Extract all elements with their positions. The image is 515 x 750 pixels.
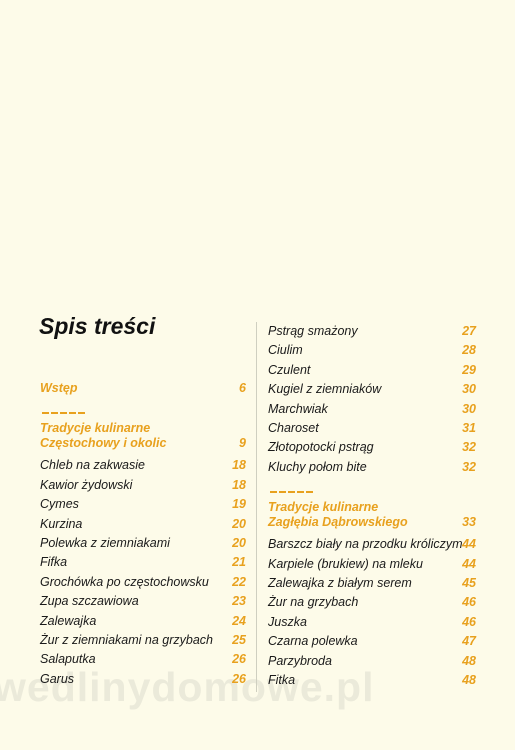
page-number: 29 (462, 362, 476, 377)
entry-title: Ciulim (268, 343, 303, 358)
entry-title: Pstrąg smażony (268, 324, 358, 338)
section-heading: Tradycje kulinarne (268, 500, 379, 515)
divider-dash (270, 491, 277, 494)
page-number: 44 (462, 556, 476, 571)
page-number: 20 (232, 516, 246, 531)
watermark: wedlinydomowe.pl (0, 664, 375, 710)
page-number: 26 (232, 652, 246, 667)
entry-title: Karpiele (brukiew) na mleku (268, 556, 423, 571)
entry-title: Czulent (268, 362, 311, 377)
section-heading: Tradycje kulinarne (40, 421, 151, 436)
section-heading: Częstochowy i okolic (40, 436, 167, 451)
entry-title: Czarna polewka (268, 634, 358, 649)
page-number: 47 (462, 634, 476, 649)
page-number: 24 (232, 613, 246, 628)
entry-title: Chleb na zakwasie (40, 458, 145, 473)
toc-title: Spis treści (39, 313, 156, 339)
divider-dash (51, 412, 58, 415)
entry-title: Garus (40, 671, 75, 686)
entry-title: Zalewajka z białym serem (268, 576, 412, 590)
entry-title: Kurzina (40, 516, 83, 531)
entry-title: Zalewajka (40, 613, 97, 628)
page-number: 33 (462, 515, 476, 530)
entry-title: Cymes (40, 497, 79, 512)
divider-dash (288, 491, 295, 494)
page-number: 21 (232, 555, 246, 570)
divider-dash (297, 491, 304, 494)
page-number: 46 (462, 595, 476, 610)
page-number: 48 (462, 653, 476, 668)
column-divider (256, 322, 257, 692)
page-number: 22 (232, 574, 246, 589)
divider-dash (60, 412, 67, 415)
page-number: 32 (462, 440, 476, 455)
divider-dash (306, 491, 313, 494)
page-number: 45 (462, 576, 476, 590)
page-number: 18 (232, 458, 246, 473)
page-number: 25 (232, 633, 246, 647)
entry-title: Juszka (268, 614, 307, 629)
page-number: 18 (232, 477, 246, 492)
divider-dash (279, 491, 286, 494)
page-number: 48 (462, 673, 476, 687)
page-number: 44 (462, 537, 476, 552)
entry-title: Polewka z ziemniakami (40, 536, 170, 550)
entry-title: Kawior żydowski (40, 477, 133, 492)
entry-title: Fitka (268, 673, 296, 687)
page-number: 30 (462, 382, 476, 397)
entry-title: Żur z ziemniakami na grzybach (40, 633, 213, 647)
entry-title: Złotopotocki pstrąg (268, 440, 374, 455)
entry-title: Charoset (268, 421, 319, 435)
page-number: 6 (239, 381, 246, 395)
entry-title: Barszcz biały na przodku króliczym (268, 537, 463, 552)
page-number: 26 (232, 671, 246, 686)
page-number: 27 (462, 324, 476, 338)
page-number: 30 (462, 401, 476, 416)
page-number: 32 (462, 459, 476, 474)
entry-title: Kluchy połom bite (268, 459, 367, 474)
entry-title: Kugiel z ziemniaków (268, 382, 382, 397)
entry-title: Grochówka po częstochowsku (40, 574, 209, 589)
page-number: 19 (232, 497, 246, 512)
entry-title: Parzybroda (268, 653, 332, 668)
page-number: 46 (462, 614, 476, 629)
divider-dash (42, 412, 49, 415)
section-heading: Zagłębia Dąbrowskiego (268, 515, 408, 530)
intro-title: Wstęp (40, 381, 78, 395)
entry-title: Marchwiak (268, 401, 328, 416)
page-number: 9 (239, 436, 246, 451)
page-number: 28 (462, 343, 476, 358)
page-number: 20 (232, 536, 246, 550)
entry-title: Żur na grzybach (268, 595, 359, 610)
page-number: 31 (462, 421, 476, 435)
entry-title: Fifka (40, 555, 68, 570)
divider-dash (69, 412, 76, 415)
divider-dash (78, 412, 85, 415)
entry-title: Salaputka (40, 652, 96, 667)
page-number: 23 (232, 594, 246, 609)
entry-title: Zupa szczawiowa (40, 594, 139, 609)
